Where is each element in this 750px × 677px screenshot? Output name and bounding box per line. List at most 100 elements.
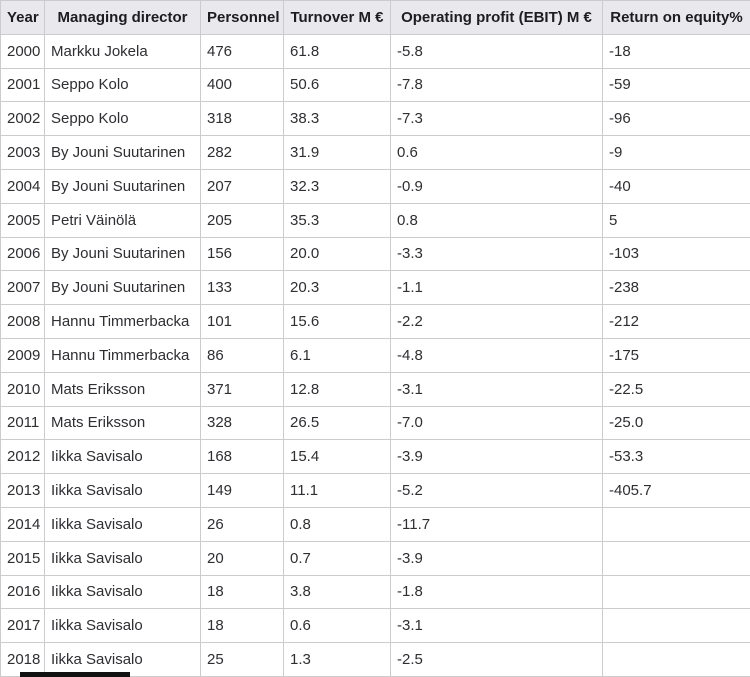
cell-turnover: 35.3 bbox=[283, 202, 391, 238]
header-row: Year Managing director Personnel Turnove… bbox=[0, 0, 750, 35]
cell-director: Seppo Kolo bbox=[44, 67, 201, 103]
cell-director: By Jouni Suutarinen bbox=[44, 236, 201, 272]
column-header-turnover: Turnover M € bbox=[283, 0, 391, 35]
cell-roe: -212 bbox=[602, 304, 750, 339]
cell-year: 2002 bbox=[0, 101, 45, 137]
cell-personnel: 371 bbox=[200, 371, 284, 407]
cell-director: By Jouni Suutarinen bbox=[44, 168, 201, 204]
cell-director: Hannu Timmerbacka bbox=[44, 337, 201, 373]
cell-turnover: 6.1 bbox=[283, 337, 391, 373]
cell-roe: -59 bbox=[602, 67, 750, 103]
cell-roe bbox=[602, 506, 750, 542]
cell-year: 2006 bbox=[0, 236, 45, 272]
cell-personnel: 476 bbox=[200, 33, 284, 69]
cell-year: 2014 bbox=[0, 506, 45, 542]
table-row: 2008 Hannu Timmerbacka 101 15.6 -2.2 -212 bbox=[0, 304, 750, 339]
cell-ebit: -7.8 bbox=[390, 67, 603, 103]
table-row: 2015 Iikka Savisalo 20 0.7 -3.9 bbox=[0, 540, 750, 576]
cell-roe bbox=[602, 574, 750, 610]
cell-roe bbox=[602, 540, 750, 576]
cell-turnover: 26.5 bbox=[283, 405, 391, 441]
table-header: Year Managing director Personnel Turnove… bbox=[0, 0, 750, 35]
cell-director: Iikka Savisalo bbox=[44, 439, 201, 475]
cell-turnover: 15.4 bbox=[283, 439, 391, 475]
cell-turnover: 20.0 bbox=[283, 236, 391, 272]
table-row: 2003 By Jouni Suutarinen 282 31.9 0.6 -9 bbox=[0, 135, 750, 170]
cell-turnover: 15.6 bbox=[283, 304, 391, 339]
cell-ebit: -5.8 bbox=[390, 33, 603, 69]
cell-year: 2004 bbox=[0, 168, 45, 204]
cell-turnover: 0.8 bbox=[283, 506, 391, 542]
cell-ebit: -3.1 bbox=[390, 608, 603, 644]
cell-personnel: 25 bbox=[200, 642, 284, 677]
table-row: 2004 By Jouni Suutarinen 207 32.3 -0.9 -40 bbox=[0, 168, 750, 204]
cell-turnover: 31.9 bbox=[283, 135, 391, 170]
cell-ebit: -1.1 bbox=[390, 270, 603, 306]
cell-personnel: 149 bbox=[200, 473, 284, 508]
cell-ebit: -0.9 bbox=[390, 168, 603, 204]
cutoff-black-bar bbox=[20, 672, 130, 677]
table-row: 2010 Mats Eriksson 371 12.8 -3.1 -22.5 bbox=[0, 371, 750, 407]
cell-year: 2017 bbox=[0, 608, 45, 644]
cell-year: 2013 bbox=[0, 473, 45, 508]
table-body: 2000 Markku Jokela 476 61.8 -5.8 -18 2001 Seppo… bbox=[0, 33, 750, 677]
cell-roe: -40 bbox=[602, 168, 750, 204]
cell-ebit: -7.0 bbox=[390, 405, 603, 441]
cell-roe bbox=[602, 642, 750, 677]
cell-roe: -238 bbox=[602, 270, 750, 306]
cell-year: 2007 bbox=[0, 270, 45, 306]
cell-year: 2001 bbox=[0, 67, 45, 103]
cell-roe: -25.0 bbox=[602, 405, 750, 441]
cell-ebit: -1.8 bbox=[390, 574, 603, 610]
cell-ebit: 0.6 bbox=[390, 135, 603, 170]
column-header-year: Year bbox=[0, 0, 45, 35]
cell-turnover: 3.8 bbox=[283, 574, 391, 610]
table-row: 2013 Iikka Savisalo 149 11.1 -5.2 -405.7 bbox=[0, 473, 750, 508]
cell-turnover: 12.8 bbox=[283, 371, 391, 407]
cell-roe: -405.7 bbox=[602, 473, 750, 508]
cell-year: 2012 bbox=[0, 439, 45, 475]
cell-director: Petri Väinölä bbox=[44, 202, 201, 238]
cell-year: 2018 bbox=[0, 642, 45, 677]
cell-roe bbox=[602, 608, 750, 644]
cell-year: 2010 bbox=[0, 371, 45, 407]
cell-personnel: 20 bbox=[200, 540, 284, 576]
cell-year: 2000 bbox=[0, 33, 45, 69]
cell-director: Iikka Savisalo bbox=[44, 608, 201, 644]
cell-year: 2008 bbox=[0, 304, 45, 339]
cell-director: Markku Jokela bbox=[44, 33, 201, 69]
cell-ebit: -3.9 bbox=[390, 540, 603, 576]
cell-director: Mats Eriksson bbox=[44, 405, 201, 441]
column-header-roe: Return on equity% bbox=[602, 0, 750, 35]
cell-turnover: 38.3 bbox=[283, 101, 391, 137]
cell-roe: -103 bbox=[602, 236, 750, 272]
cell-director: By Jouni Suutarinen bbox=[44, 270, 201, 306]
column-header-ebit: Operating profit (EBIT) M € bbox=[390, 0, 603, 35]
table-row: 2016 Iikka Savisalo 18 3.8 -1.8 bbox=[0, 574, 750, 610]
cell-director: Mats Eriksson bbox=[44, 371, 201, 407]
table-row: 2001 Seppo Kolo 400 50.6 -7.8 -59 bbox=[0, 67, 750, 103]
cell-turnover: 61.8 bbox=[283, 33, 391, 69]
cell-personnel: 156 bbox=[200, 236, 284, 272]
cell-personnel: 205 bbox=[200, 202, 284, 238]
cell-personnel: 282 bbox=[200, 135, 284, 170]
cell-personnel: 133 bbox=[200, 270, 284, 306]
cell-ebit: -2.2 bbox=[390, 304, 603, 339]
table-row: 2007 By Jouni Suutarinen 133 20.3 -1.1 -238 bbox=[0, 270, 750, 306]
cell-ebit: -5.2 bbox=[390, 473, 603, 508]
cell-personnel: 101 bbox=[200, 304, 284, 339]
cell-turnover: 32.3 bbox=[283, 168, 391, 204]
table-row: 2006 By Jouni Suutarinen 156 20.0 -3.3 -103 bbox=[0, 236, 750, 272]
cell-personnel: 207 bbox=[200, 168, 284, 204]
cell-ebit: -3.1 bbox=[390, 371, 603, 407]
table-row: 2000 Markku Jokela 476 61.8 -5.8 -18 bbox=[0, 33, 750, 69]
cell-roe: -53.3 bbox=[602, 439, 750, 475]
table-row: 2018 Iikka Savisalo 25 1.3 -2.5 bbox=[0, 642, 750, 677]
cell-roe: -22.5 bbox=[602, 371, 750, 407]
column-header-personnel: Personnel bbox=[200, 0, 284, 35]
cell-turnover: 11.1 bbox=[283, 473, 391, 508]
cell-roe: -96 bbox=[602, 101, 750, 137]
cell-personnel: 18 bbox=[200, 574, 284, 610]
table-row: 2009 Hannu Timmerbacka 86 6.1 -4.8 -175 bbox=[0, 337, 750, 373]
cell-personnel: 26 bbox=[200, 506, 284, 542]
